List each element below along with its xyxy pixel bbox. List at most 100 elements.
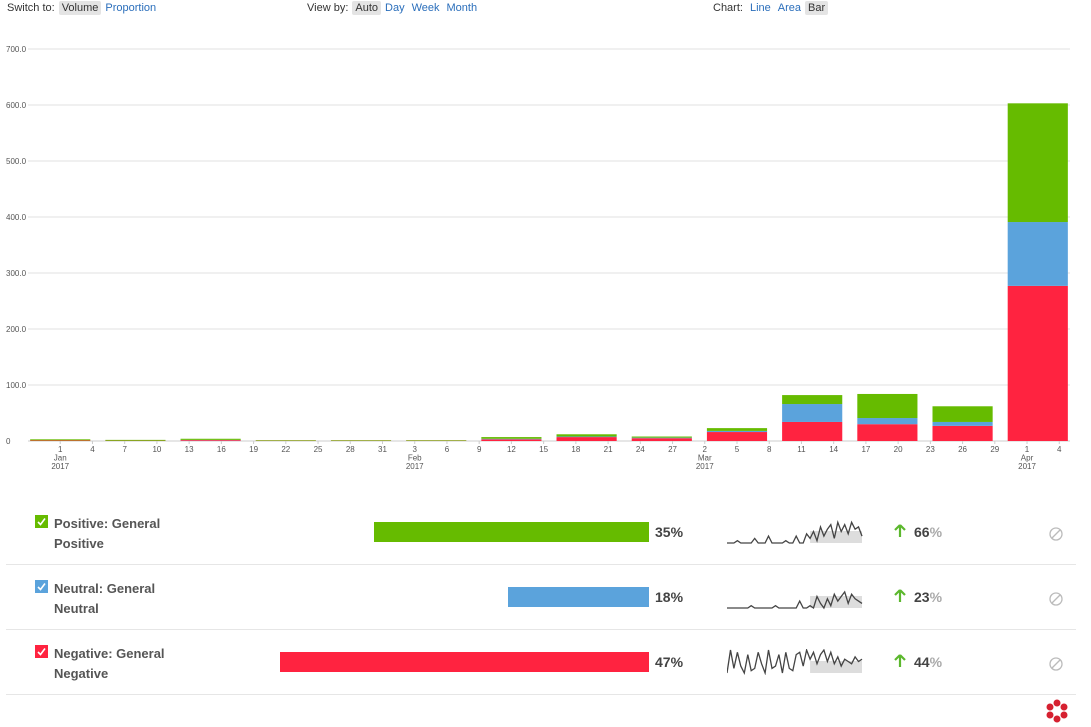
bar-segment (932, 425, 993, 441)
toolbar-option[interactable]: Volume (58, 1, 102, 15)
bar-segment (706, 432, 768, 441)
x-tick-label: 20 (894, 445, 903, 454)
toolbar-option[interactable]: Proportion (105, 2, 157, 14)
x-tick-label: 9 (477, 445, 482, 454)
x-tick-label: Feb (408, 454, 422, 463)
toolbar-option[interactable]: Day (385, 2, 405, 14)
y-tick-label: 500.0 (6, 157, 27, 166)
checkbox-box (35, 515, 48, 528)
x-tick-label: 12 (507, 445, 516, 454)
separator (6, 694, 1076, 695)
x-tick-label: 4 (1057, 445, 1062, 454)
bar-segment (932, 421, 993, 426)
change-value: 44 (914, 654, 930, 670)
bar-segment (481, 437, 542, 439)
row-name: Neutral: General Neutral (54, 581, 156, 616)
checkbox[interactable] (35, 515, 48, 528)
legend-row: Negative: General Negative 47% 44% (0, 630, 1091, 695)
checkbox[interactable] (35, 645, 48, 658)
change-unit: % (929, 589, 943, 605)
bar-segment (481, 439, 542, 441)
legend-row: Positive: General Positive 35% 66% (0, 500, 1091, 565)
toolbar-label: Chart: (713, 2, 743, 14)
bar-segment (782, 404, 843, 422)
hide-button[interactable] (1049, 527, 1063, 541)
hide-slash (1051, 594, 1061, 604)
change-unit: % (929, 524, 943, 540)
y-tick-label: 200.0 (6, 325, 27, 334)
hide-button[interactable] (1049, 592, 1063, 606)
arrow-shape (894, 524, 906, 537)
y-tick-label: 400.0 (6, 213, 27, 222)
bar-segment (481, 438, 542, 440)
sparkline (727, 649, 863, 675)
x-tick-label: 28 (346, 445, 355, 454)
x-tick-label: 11 (797, 445, 806, 454)
toolbar-option[interactable]: Line (749, 2, 771, 14)
change: 44% (914, 654, 942, 670)
bar-segment (255, 440, 316, 441)
toolbar-option[interactable]: Month (446, 2, 478, 14)
change-value: 66 (914, 524, 930, 540)
x-tick-label: 17 (861, 445, 870, 454)
share-bar (507, 587, 649, 607)
bar-segment (556, 434, 617, 437)
x-tick-label: 2017 (51, 462, 69, 471)
checkbox-box (35, 645, 48, 658)
toolbar-option[interactable]: Auto (352, 1, 382, 15)
bar-segment (631, 438, 692, 441)
bar-segment (631, 436, 692, 438)
x-tick-label: 2 (703, 445, 708, 454)
chart-type-group: Chart: Line Area Bar (713, 1, 829, 15)
row-name: Positive: General Positive (54, 516, 161, 551)
share-bar (373, 522, 649, 542)
sparkline-highlight (810, 596, 862, 608)
sparkline-highlight (810, 661, 862, 673)
arrow-shape (894, 654, 906, 667)
separator (6, 564, 1076, 565)
x-tick-label: Apr (1021, 454, 1034, 463)
bar-segment (180, 438, 241, 440)
hide-slash (1051, 659, 1061, 669)
x-tick-label: 1 (58, 445, 63, 454)
bar-segment (1007, 222, 1068, 286)
checkbox[interactable] (35, 580, 48, 593)
x-tick-label: 13 (185, 445, 194, 454)
bar-segment (857, 393, 918, 419)
y-tick-label: 700.0 (6, 45, 27, 54)
x-tick-label: 25 (314, 445, 323, 454)
bar-segment (180, 440, 241, 441)
bar-segment (857, 424, 918, 441)
bar-segment (857, 418, 918, 425)
view-group: View by: Auto Day Week Month (307, 1, 481, 15)
toolbar-option[interactable]: Week (411, 2, 440, 14)
up-arrow (894, 654, 906, 667)
share-label: 35% (655, 524, 684, 540)
x-tick-label: 18 (571, 445, 580, 454)
x-tick-label: 2017 (1018, 462, 1036, 471)
bar-segment (706, 430, 768, 433)
x-tick-label: 24 (636, 445, 645, 454)
x-tick-label: Jan (54, 454, 67, 463)
sparkline (727, 519, 863, 544)
x-tick-label: 27 (668, 445, 677, 454)
toolbar-label: View by: (307, 2, 349, 14)
x-tick-label: 22 (281, 445, 290, 454)
hide-circle (1049, 657, 1063, 671)
x-tick-label: 4 (90, 445, 95, 454)
bar-segment (631, 437, 692, 439)
bar-segment (30, 439, 91, 441)
toolbar-option[interactable]: Bar (805, 1, 829, 15)
toolbar-option[interactable]: Area (777, 2, 802, 14)
y-tick-label: 100.0 (6, 381, 27, 390)
bar-segment (932, 406, 993, 422)
y-tick-label: 600.0 (6, 101, 27, 110)
x-tick-label: 8 (767, 445, 772, 454)
bar-segment (1007, 285, 1068, 441)
hide-button[interactable] (1049, 657, 1063, 671)
separator (6, 629, 1076, 630)
switch-group: Switch to: Volume Proportion (7, 1, 160, 15)
bar-segment (406, 440, 467, 441)
x-tick-label: 31 (378, 445, 387, 454)
x-tick-label: 10 (152, 445, 161, 454)
